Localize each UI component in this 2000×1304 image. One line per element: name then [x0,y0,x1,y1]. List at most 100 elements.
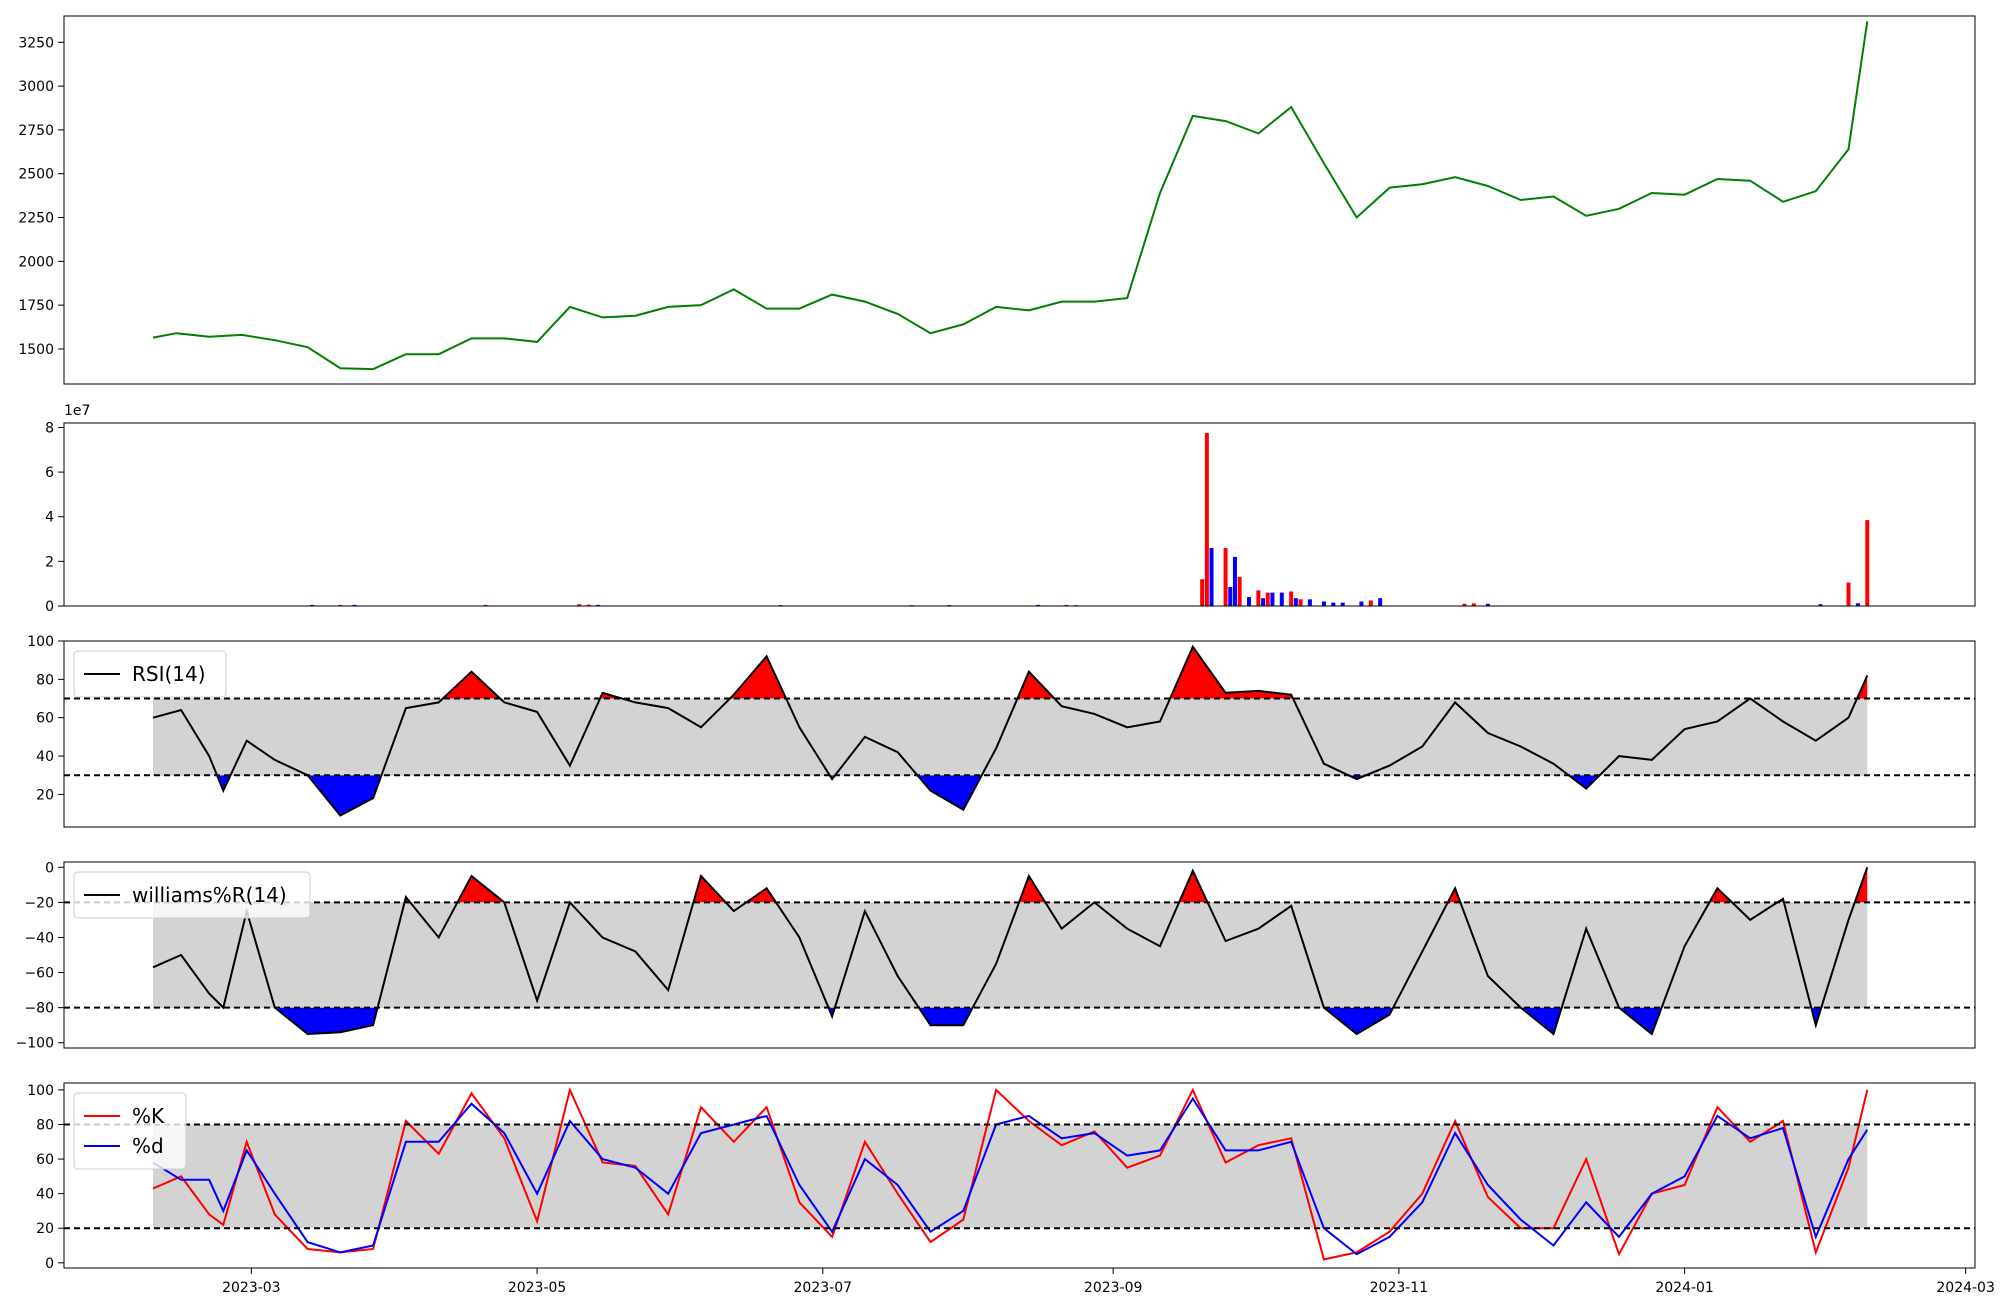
volume-bar [1247,597,1252,606]
volume-bar [338,604,343,606]
volume-bar [1279,592,1284,606]
williams_r-ytick-label: −80 [24,1001,54,1017]
stochastic-legend-box [73,1092,187,1170]
stochastic-series-line-pct-k [152,1086,1869,1261]
williams_r-axes-frame [63,861,1976,1049]
volume-scale-label: 1e7 [64,403,90,419]
volume-bar [310,604,315,606]
williams_r-ytick-label: −40 [24,930,54,946]
volume-ytick-label: 2 [45,554,54,570]
rsi-legend-label: RSI(14) [132,662,206,686]
volume-bar [1307,599,1312,606]
volume-bar [1471,603,1476,606]
williams_r-ytick-label: 0 [45,860,54,876]
volume-ytick-label: 4 [45,510,54,526]
volume-bar [1293,598,1298,606]
volume-bar [1256,590,1261,606]
williams_r-band-fill [152,902,1868,1008]
volume-bar [1378,598,1383,606]
volume-bar [1855,603,1860,606]
volume-bar [1818,604,1823,606]
volume-bar [577,604,582,606]
volume-bar [1340,602,1345,606]
volume-bar [586,604,591,606]
x-tick-label: 2023-09 [1084,1280,1143,1296]
x-tick-label: 2023-11 [1370,1280,1429,1296]
stochastic-axes-frame [63,1082,1976,1269]
volume-bar [1359,601,1364,606]
volume-ytick-label: 0 [45,599,54,615]
price-series-line [152,21,1869,371]
rsi-ytick-label: 40 [36,749,54,765]
volume-axes-frame [63,422,1976,607]
volume-bar [1846,582,1851,606]
volume-bar [1200,579,1205,606]
price-ytick-label: 2500 [18,167,54,183]
stochastic-ytick-label: 100 [27,1083,54,1099]
rsi-band-fill [152,698,1868,776]
rsi-oversold-fill [152,775,1868,816]
rsi-ytick-label: 20 [36,787,54,803]
volume-bar [1270,592,1275,606]
volume-bar [595,604,600,606]
x-tick-label: 2024-03 [1936,1280,1995,1296]
volume-bar [1298,599,1303,606]
williams_r-legend-box [73,871,311,919]
stochastic-ytick-label: 40 [36,1187,54,1203]
x-tick-label: 2023-07 [794,1280,853,1296]
stochastic-ytick-label: 80 [36,1117,54,1133]
volume-bar [1223,547,1228,606]
stochastic-legend-label: %d [132,1134,164,1158]
volume-bar [1204,433,1209,606]
volume-bar [1232,556,1237,606]
volume-bar [1368,600,1373,606]
volume-bar [1237,576,1242,606]
volume-ytick-label: 8 [45,420,54,436]
rsi-ytick-label: 80 [36,672,54,688]
price-ytick-label: 1750 [18,298,54,314]
volume-bar [1036,604,1041,606]
price-ytick-label: 2250 [18,211,54,227]
stochastic-legend-label: %K [132,1104,165,1128]
volume-bar [1228,587,1233,606]
volume-bar [352,604,357,606]
stochastic-ytick-label: 20 [36,1221,54,1237]
price-ytick-label: 2750 [18,123,54,139]
volume-bar [1064,604,1069,606]
price-ytick-label: 1500 [18,342,54,358]
williams_r-ytick-label: −100 [16,1036,54,1052]
rsi-series-line [152,644,1869,817]
williams_r-ytick-label: −20 [24,895,54,911]
volume-bar [1321,601,1326,606]
volume-ytick-label: 6 [45,465,54,481]
volume-bar [1865,520,1870,606]
williams_r-legend-label: williams%R(14) [132,883,287,907]
x-tick-label: 2023-03 [222,1280,281,1296]
x-tick-label: 2024-01 [1655,1280,1714,1296]
williams_r-series-line [152,866,1869,1036]
price-ytick-label: 3250 [18,35,54,51]
rsi-legend-box [73,650,227,698]
rsi-axes-frame [63,640,1976,828]
price-ytick-label: 3000 [18,79,54,95]
stochastic-ytick-label: 0 [45,1256,54,1272]
rsi-ytick-label: 100 [27,634,54,650]
stochastic-ytick-label: 60 [36,1152,54,1168]
volume-bar [1265,592,1270,606]
volume-bar [1462,603,1467,606]
volume-bar [1289,591,1294,606]
volume-bar [1485,603,1490,606]
volume-bar [1331,602,1336,606]
price-axes-frame [63,15,1976,385]
stochastic-band-fill [152,1124,1868,1229]
volume-bar [1209,547,1214,606]
volume-bar [483,604,488,606]
williams_r-ytick-label: −60 [24,966,54,982]
williams_r-overbought-fill [404,867,1868,903]
price-ytick-label: 2000 [18,254,54,270]
rsi-ytick-label: 60 [36,711,54,727]
volume-bar [1261,598,1266,606]
x-tick-label: 2023-05 [508,1280,567,1296]
